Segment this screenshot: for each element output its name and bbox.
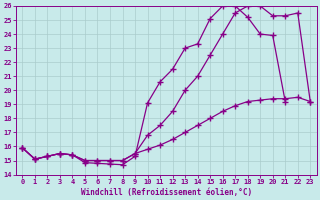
X-axis label: Windchill (Refroidissement éolien,°C): Windchill (Refroidissement éolien,°C) [81,188,252,197]
